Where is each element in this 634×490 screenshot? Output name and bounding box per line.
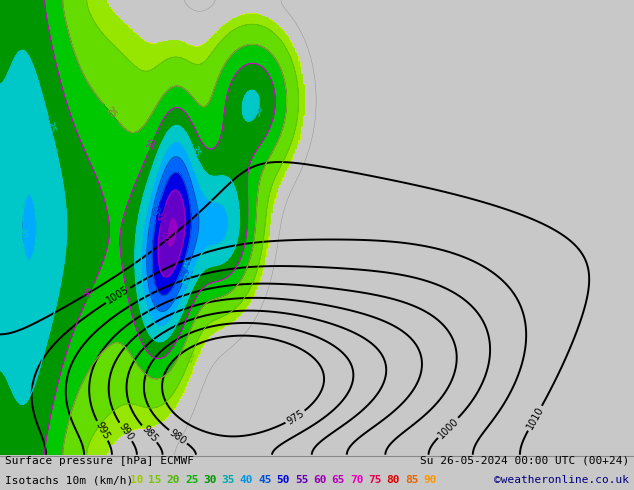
Text: 50: 50 <box>152 204 164 218</box>
Text: 990: 990 <box>116 421 135 442</box>
Text: ©weatheronline.co.uk: ©weatheronline.co.uk <box>494 475 629 485</box>
Text: Surface pressure [hPa] ECMWF: Surface pressure [hPa] ECMWF <box>5 456 194 466</box>
Text: 40: 40 <box>183 273 195 287</box>
Text: 35: 35 <box>221 475 235 485</box>
Text: 70: 70 <box>350 475 363 485</box>
Text: Su 26-05-2024 00:00 UTC (00+24): Su 26-05-2024 00:00 UTC (00+24) <box>420 456 629 466</box>
Text: 65: 65 <box>332 475 345 485</box>
Text: 35: 35 <box>45 120 56 133</box>
Text: 80: 80 <box>387 475 400 485</box>
Text: 55: 55 <box>157 209 169 222</box>
Text: 995: 995 <box>93 420 111 441</box>
Text: 45: 45 <box>258 475 272 485</box>
Text: 25: 25 <box>185 475 198 485</box>
Text: 55: 55 <box>295 475 308 485</box>
Text: 35: 35 <box>188 145 201 159</box>
Text: 85: 85 <box>404 475 418 485</box>
Text: 980: 980 <box>167 427 188 446</box>
Text: 60: 60 <box>313 475 327 485</box>
Text: 30: 30 <box>146 137 158 150</box>
Text: 985: 985 <box>139 424 159 444</box>
Text: 25: 25 <box>103 105 118 120</box>
Text: 45: 45 <box>183 257 195 271</box>
Text: 20: 20 <box>184 350 197 364</box>
Text: 35: 35 <box>252 104 264 118</box>
Text: 40: 40 <box>240 475 254 485</box>
Text: 10: 10 <box>130 475 143 485</box>
Text: 25: 25 <box>103 105 118 120</box>
Text: 15: 15 <box>148 475 162 485</box>
Text: 50: 50 <box>276 475 290 485</box>
Text: 30: 30 <box>204 475 217 485</box>
Text: 30: 30 <box>83 286 96 300</box>
Text: 1000: 1000 <box>436 416 460 440</box>
Text: 1005: 1005 <box>105 284 131 306</box>
Text: 90: 90 <box>423 475 437 485</box>
Text: 20: 20 <box>167 475 180 485</box>
Text: 75: 75 <box>368 475 382 485</box>
Text: 40: 40 <box>18 227 27 238</box>
Text: 1010: 1010 <box>524 405 545 431</box>
Text: 60: 60 <box>163 230 172 242</box>
Text: 975: 975 <box>285 408 306 426</box>
Text: Isotachs 10m (km/h): Isotachs 10m (km/h) <box>5 475 133 485</box>
Text: 45: 45 <box>179 267 192 280</box>
